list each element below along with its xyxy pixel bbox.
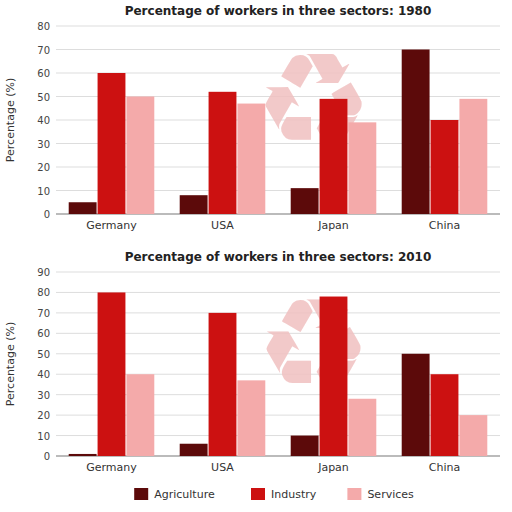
legend: Agriculture Industry Services (134, 488, 414, 501)
bar (348, 399, 376, 456)
y-axis-label: Percentage (%) (4, 78, 17, 162)
bar (237, 380, 265, 456)
bar (291, 436, 319, 456)
y-tick-label: 70 (37, 45, 50, 56)
y-tick-label: 60 (37, 328, 50, 339)
y-tick-label: 30 (37, 139, 50, 150)
bar (291, 188, 319, 214)
bar (180, 195, 208, 214)
bar (98, 292, 126, 456)
watermark: ♻ (256, 270, 372, 420)
bar (69, 454, 97, 456)
x-tick-label: China (429, 219, 460, 232)
y-tick-label: 50 (37, 92, 50, 103)
legend-label: Services (367, 488, 414, 501)
y-tick-label: 60 (37, 68, 50, 79)
y-tick-label: 90 (37, 267, 50, 278)
bar (348, 122, 376, 214)
x-tick-label: China (429, 461, 460, 474)
y-tick-label: 50 (37, 349, 50, 360)
y-axis-label: Percentage (%) (4, 322, 17, 406)
bar (402, 354, 430, 456)
bar (98, 73, 126, 214)
bar (69, 202, 97, 214)
x-tick-label: Germany (86, 219, 137, 232)
bars (69, 50, 488, 215)
bar (126, 374, 154, 456)
chart-panel: Percentage of workers in three sectors: … (4, 4, 500, 232)
y-tick-label: 70 (37, 308, 50, 319)
title: Percentage of workers in three sectors: … (125, 4, 432, 18)
figure: Percentage of workers in three sectors: … (0, 0, 512, 512)
y-tick-label: 20 (37, 162, 50, 173)
bar (237, 104, 265, 214)
bar (402, 50, 430, 215)
bar (209, 313, 237, 456)
y-tick-label: 0 (44, 209, 50, 220)
bar (320, 99, 348, 214)
x-tick-label: USA (211, 461, 234, 474)
bar (431, 374, 459, 456)
y-tick-label: 80 (37, 21, 50, 32)
bar (431, 120, 459, 214)
bars (69, 292, 488, 456)
y-tick-label: 20 (37, 410, 50, 421)
bar (126, 97, 154, 215)
y-tick-label: 40 (37, 115, 50, 126)
legend-swatch (251, 488, 265, 500)
bar (209, 92, 237, 214)
bar (180, 444, 208, 456)
legend-swatch (134, 488, 148, 500)
y-tick-label: 40 (37, 369, 50, 380)
legend-label: Industry (271, 488, 317, 501)
x-tick-label: Germany (86, 461, 137, 474)
chart-panel: Percentage of workers in three sectors: … (4, 250, 500, 501)
x-tick-label: USA (211, 219, 234, 232)
y-tick-label: 10 (37, 431, 50, 442)
bar (459, 415, 487, 456)
legend-label: Agriculture (154, 488, 215, 501)
title: Percentage of workers in three sectors: … (125, 250, 432, 264)
x-tick-label: Japan (317, 219, 349, 232)
legend-swatch (347, 488, 361, 500)
bar (459, 99, 487, 214)
y-tick-label: 10 (37, 186, 50, 197)
y-tick-label: 30 (37, 390, 50, 401)
x-tick-label: Japan (317, 461, 349, 474)
y-tick-label: 80 (37, 287, 50, 298)
bar (320, 297, 348, 456)
y-tick-label: 0 (44, 451, 50, 462)
